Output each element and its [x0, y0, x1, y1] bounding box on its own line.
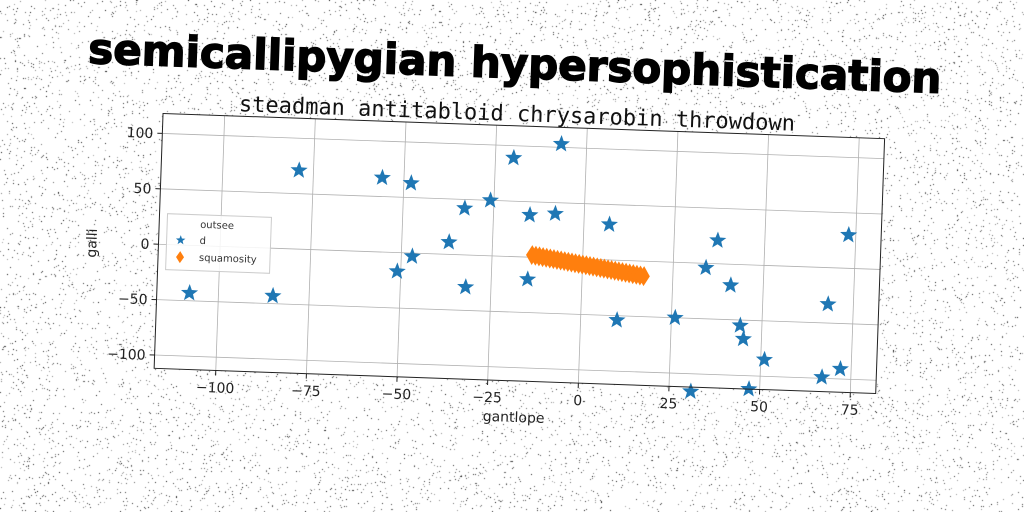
point-d [481, 191, 500, 208]
ticks: −100 −75 −50 −25 0 25 50 75 −100 −50 0 50 100 [107, 125, 859, 419]
point-d [402, 174, 420, 191]
plot-area: −100 −75 −50 −25 0 25 50 75 −100 −50 0 50 100 outsee… [84, 112, 886, 427]
y-tick-label: 0 [140, 237, 149, 253]
point-d [813, 368, 831, 385]
point-d [373, 168, 391, 186]
x-tick-label: 50 [750, 399, 768, 416]
point-d [755, 350, 773, 368]
point-d [546, 204, 564, 222]
y-gridline [154, 354, 877, 381]
y-tick-label: −50 [118, 291, 148, 308]
point-d [388, 262, 406, 279]
point-d [666, 308, 684, 326]
plot-frame [153, 112, 886, 395]
x-tick-label: 0 [573, 393, 582, 409]
legend-marker-d [175, 235, 186, 245]
data-points [180, 135, 858, 399]
grid [154, 115, 884, 393]
point-d [831, 360, 849, 377]
x-tick-label: 25 [659, 396, 677, 413]
point-d [819, 295, 837, 312]
point-d [521, 206, 539, 223]
point-d [709, 231, 727, 248]
legend-marker-squamosity [176, 251, 185, 264]
x-gridline [668, 131, 679, 387]
legend-title: outsee [200, 220, 234, 232]
x-gridline [396, 121, 407, 377]
point-d [608, 311, 626, 328]
point-d [734, 329, 752, 347]
point-d [697, 258, 715, 276]
point-d [519, 270, 537, 287]
point-d [840, 226, 858, 243]
plot-background [154, 113, 885, 394]
point-d [505, 148, 523, 166]
y-tick-label: 100 [126, 125, 153, 142]
x-axis-label: gantlope [482, 409, 544, 427]
point-d [682, 382, 700, 399]
point-d [440, 233, 458, 250]
y-gridline [156, 299, 879, 326]
chart-title: semicallipygian hypersophistication [88, 24, 943, 103]
point-d [722, 276, 740, 293]
point-d [552, 135, 570, 152]
x-tick-label: −75 [291, 383, 321, 400]
point-d [457, 278, 475, 295]
point-d [740, 380, 758, 397]
x-gridline [759, 134, 769, 390]
point-d [290, 161, 308, 178]
point-d [600, 215, 618, 232]
y-axis-label: galli [84, 228, 101, 258]
point-d [403, 247, 421, 264]
x-tick-label: −100 [196, 380, 235, 397]
legend-box [165, 213, 272, 274]
x-tick-label: 75 [840, 402, 858, 419]
y-tick-label: 50 [133, 181, 151, 198]
legend: outsee d squamosity [165, 213, 272, 274]
x-gridline [306, 118, 316, 374]
point-d [264, 286, 282, 304]
y-tick-label: −100 [107, 346, 146, 363]
legend-label-squamosity: squamosity [199, 253, 257, 266]
x-tick-label: −25 [472, 389, 502, 406]
y-gridline [160, 188, 882, 215]
y-gridline [158, 243, 881, 270]
point-d [731, 316, 749, 334]
x-gridline [487, 125, 498, 380]
point-d [456, 199, 474, 216]
point-squamosity [637, 266, 650, 287]
legend-label-d: d [199, 236, 206, 247]
point-d [180, 284, 199, 301]
x-tick-label: −50 [381, 386, 411, 403]
y-gridline [162, 133, 884, 160]
x-gridline [849, 137, 860, 393]
